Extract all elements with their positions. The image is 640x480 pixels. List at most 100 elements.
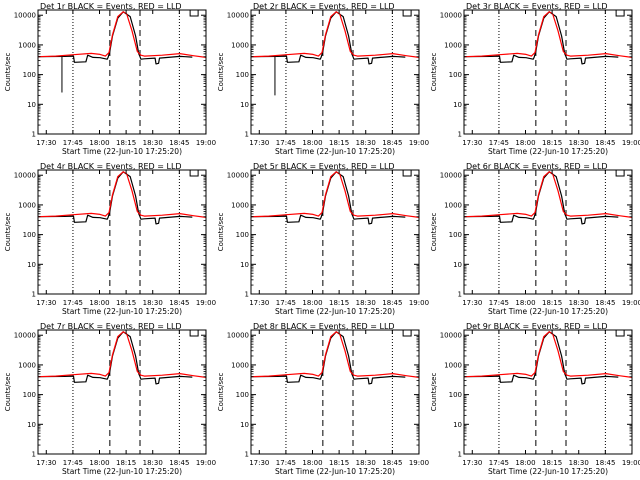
y-tick-label: 10000: [440, 12, 462, 20]
lld-series-line: [37, 331, 207, 378]
x-tick-label: 17:30: [462, 139, 482, 147]
plot-frame: [37, 329, 207, 455]
y-tick-label: 10000: [227, 172, 249, 180]
y-tick-label: 10000: [227, 12, 249, 20]
y-tick-label: 100: [449, 71, 462, 79]
y-tick-label: 10000: [227, 332, 249, 340]
plot-frame: [463, 9, 633, 135]
y-axis-label: Counts/sec: [217, 373, 225, 412]
x-axis-label: Start Time (22-Jun-10 17:25:20): [275, 307, 395, 316]
y-tick-label: 1000: [231, 41, 249, 49]
chart-panel-8: 17:30 17:45 18:00 18:15 18:30 18:45 19:00 1 10 10…: [217, 322, 429, 476]
lld-series-line: [463, 171, 633, 218]
x-tick-label: 17:45: [63, 139, 83, 147]
x-tick-label: 17:45: [276, 459, 296, 467]
x-tick-label: 18:30: [569, 459, 589, 467]
y-tick-label: 10000: [14, 172, 36, 180]
plot-frame: [37, 9, 207, 135]
y-tick-label: 1: [458, 291, 462, 299]
y-axis-label: Counts/sec: [430, 373, 438, 412]
plot-frame: [250, 329, 420, 455]
interval-marker: [189, 10, 199, 17]
x-tick-label: 18:15: [542, 299, 562, 307]
y-tick-label: 10000: [14, 12, 36, 20]
x-tick-label: 18:30: [143, 459, 163, 467]
y-tick-label: 100: [23, 231, 36, 239]
x-tick-label: 17:45: [276, 299, 296, 307]
lld-series-line: [463, 331, 633, 378]
x-tick-label: 17:45: [63, 299, 83, 307]
x-tick-label: 17:30: [36, 459, 56, 467]
panel-title: Det 1r BLACK = Events, RED = LLD: [40, 2, 182, 11]
x-tick-label: 19:00: [196, 459, 216, 467]
panel-title: Det 4r BLACK = Events, RED = LLD: [40, 162, 182, 171]
x-axis-label: Start Time (22-Jun-10 17:25:20): [62, 467, 182, 476]
x-tick-label: 17:45: [489, 459, 509, 467]
lld-series-line: [37, 11, 207, 58]
x-tick-label: 18:30: [356, 459, 376, 467]
x-tick-label: 18:45: [169, 299, 189, 307]
x-tick-label: 18:00: [302, 299, 322, 307]
interval-marker: [615, 330, 625, 337]
x-tick-label: 19:00: [409, 459, 429, 467]
y-tick-label: 1000: [18, 201, 36, 209]
y-tick-label: 1: [245, 131, 249, 139]
x-tick-label: 19:00: [622, 459, 640, 467]
x-tick-label: 18:15: [329, 299, 349, 307]
chart-panel-9: 17:30 17:45 18:00 18:15 18:30 18:45 19:00 1 10 10…: [430, 322, 640, 476]
y-tick-label: 10: [27, 421, 36, 429]
lld-series-line: [463, 11, 633, 58]
x-tick-label: 19:00: [622, 139, 640, 147]
y-tick-label: 1: [245, 291, 249, 299]
interval-marker: [189, 170, 199, 177]
interval-marker: [615, 10, 625, 17]
y-tick-label: 100: [236, 71, 249, 79]
x-tick-label: 17:30: [249, 459, 269, 467]
y-tick-label: 10000: [440, 332, 462, 340]
y-axis-label: Counts/sec: [4, 53, 12, 92]
plot-frame: [463, 329, 633, 455]
x-axis-label: Start Time (22-Jun-10 17:25:20): [488, 147, 608, 156]
panel-title: Det 3r BLACK = Events, RED = LLD: [466, 2, 608, 11]
y-axis-label: Counts/sec: [4, 213, 12, 252]
x-tick-label: 18:00: [515, 299, 535, 307]
x-tick-label: 18:00: [302, 459, 322, 467]
y-tick-label: 100: [23, 71, 36, 79]
panel-title: Det 6r BLACK = Events, RED = LLD: [466, 162, 608, 171]
plot-frame: [250, 169, 420, 295]
x-tick-label: 18:45: [382, 139, 402, 147]
x-tick-label: 18:15: [542, 139, 562, 147]
y-axis-label: Counts/sec: [4, 373, 12, 412]
lld-series-line: [250, 11, 420, 58]
chart-panel-6: 17:30 17:45 18:00 18:15 18:30 18:45 19:00 1 10 10…: [430, 162, 640, 316]
x-tick-label: 18:45: [169, 459, 189, 467]
x-tick-label: 17:45: [489, 139, 509, 147]
x-axis-label: Start Time (22-Jun-10 17:25:20): [488, 467, 608, 476]
y-tick-label: 1: [458, 131, 462, 139]
y-tick-label: 100: [236, 391, 249, 399]
panel-title: Det 5r BLACK = Events, RED = LLD: [253, 162, 395, 171]
x-tick-label: 17:30: [36, 299, 56, 307]
y-tick-label: 1000: [18, 41, 36, 49]
x-axis-label: Start Time (22-Jun-10 17:25:20): [275, 467, 395, 476]
x-tick-label: 17:45: [63, 459, 83, 467]
y-tick-label: 1000: [231, 361, 249, 369]
x-tick-label: 18:00: [515, 139, 535, 147]
chart-panel-7: 17:30 17:45 18:00 18:15 18:30 18:45 19:00 1 10 10…: [4, 322, 216, 476]
x-axis-label: Start Time (22-Jun-10 17:25:20): [488, 307, 608, 316]
y-axis-label: Counts/sec: [430, 53, 438, 92]
panel-title: Det 9r BLACK = Events, RED = LLD: [466, 322, 608, 331]
y-tick-label: 1000: [18, 361, 36, 369]
x-tick-label: 19:00: [409, 139, 429, 147]
interval-marker: [402, 10, 412, 17]
y-tick-label: 1000: [444, 41, 462, 49]
x-tick-label: 17:30: [462, 299, 482, 307]
x-tick-label: 18:00: [302, 139, 322, 147]
lld-series-line: [250, 171, 420, 218]
lld-series-line: [250, 331, 420, 378]
y-tick-label: 10: [27, 101, 36, 109]
panel-title: Det 7r BLACK = Events, RED = LLD: [40, 322, 182, 331]
interval-marker: [402, 330, 412, 337]
y-tick-label: 10000: [14, 332, 36, 340]
